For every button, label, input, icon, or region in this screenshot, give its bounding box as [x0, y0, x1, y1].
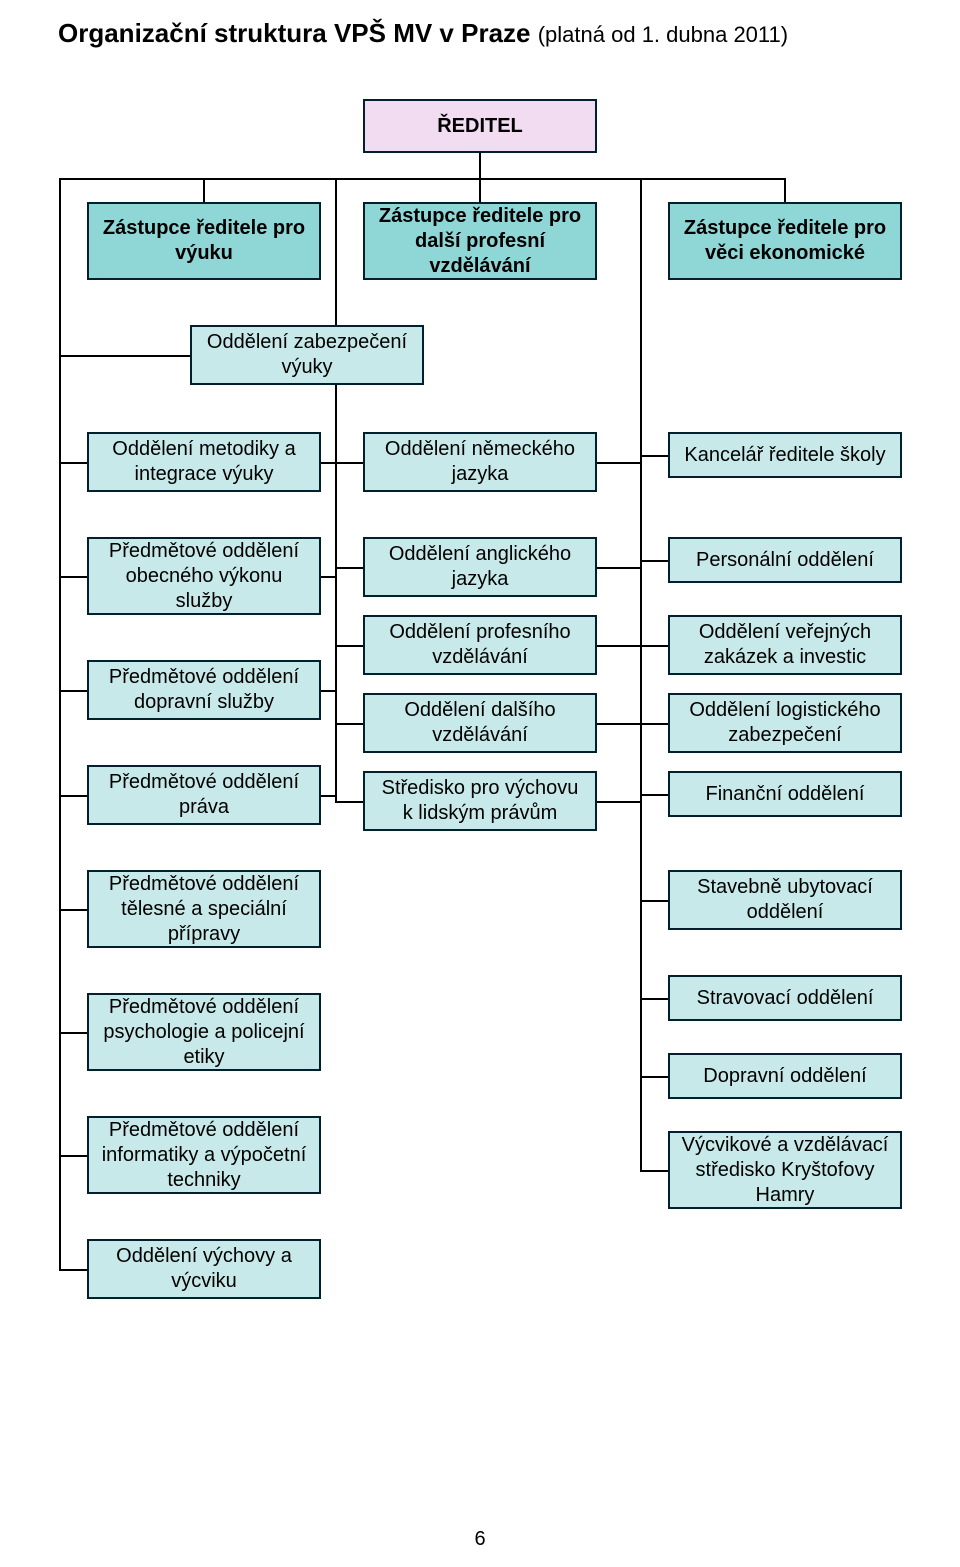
connector [203, 178, 205, 203]
director-box-label: ŘEDITEL [375, 114, 585, 139]
right-r1-box: Kancelář ředitele školy [668, 432, 902, 478]
teaching-security-box: Oddělení zabezpečení výuky [190, 325, 424, 385]
right-r6-box-label: Stavebně ubytovací oddělení [680, 875, 890, 925]
connector [640, 1170, 668, 1172]
right-r8-box: Dopravní oddělení [668, 1053, 902, 1099]
left-l6-box-label: Předmětové oddělení psychologie a police… [99, 995, 309, 1070]
deputy-teaching-box-label: Zástupce ředitele pro výuku [99, 216, 309, 266]
page-title: Organizační struktura VPŠ MV v Praze (pl… [58, 18, 788, 49]
deputy-econ-box-label: Zástupce ředitele pro věci ekonomické [680, 216, 890, 266]
mid-m2-box-label: Oddělení anglického jazyka [375, 542, 585, 592]
connector [784, 178, 786, 203]
connector [59, 462, 87, 464]
connector [59, 178, 785, 180]
left-l2-box-label: Předmětové oddělení obecného výkonu služ… [99, 539, 309, 614]
connector [335, 462, 363, 464]
left-l5-box-label: Předmětové oddělení tělesné a speciální … [99, 872, 309, 947]
right-r3-box-label: Oddělení veřejných zakázek a investic [680, 620, 890, 670]
deputy-econ-box: Zástupce ředitele pro věci ekonomické [668, 202, 902, 280]
right-r4-box-label: Oddělení logistického zabezpečení [680, 698, 890, 748]
connector [479, 153, 481, 178]
deputy-teaching-box: Zástupce ředitele pro výuku [87, 202, 321, 280]
connector [640, 455, 668, 457]
connector [640, 900, 668, 902]
connector [59, 1269, 87, 1271]
mid-m1-box: Oddělení německého jazyka [363, 432, 597, 492]
deputy-profed-box-label: Zástupce ředitele pro další profesní vzd… [375, 204, 585, 279]
director-box: ŘEDITEL [363, 99, 597, 153]
left-l3-box-label: Předmětové oddělení dopravní služby [99, 665, 309, 715]
left-l8-box: Oddělení výchovy a výcviku [87, 1239, 321, 1299]
connector [321, 795, 335, 797]
right-r1-box-label: Kancelář ředitele školy [680, 443, 890, 468]
teaching-security-box-label: Oddělení zabezpečení výuky [202, 330, 412, 380]
left-l3-box: Předmětové oddělení dopravní služby [87, 660, 321, 720]
right-r8-box-label: Dopravní oddělení [680, 1064, 890, 1089]
mid-m5-box: Středisko pro výchovu k lidským právům [363, 771, 597, 831]
connector [335, 178, 337, 802]
right-r5-box: Finanční oddělení [668, 771, 902, 817]
left-l1-box: Oddělení metodiky a integrace výuky [87, 432, 321, 492]
connector [335, 567, 363, 569]
connector [59, 178, 61, 1270]
left-l5-box: Předmětové oddělení tělesné a speciální … [87, 870, 321, 948]
right-r7-box-label: Stravovací oddělení [680, 986, 890, 1011]
right-r9-box-label: Výcvikové a vzdělávací středisko Kryštof… [680, 1133, 890, 1208]
connector [59, 355, 190, 357]
connector [59, 1032, 87, 1034]
connector [321, 690, 335, 692]
connector [597, 801, 640, 803]
connector [335, 645, 363, 647]
connector [321, 576, 335, 578]
left-l7-box: Předmětové oddělení informatiky a výpoče… [87, 1116, 321, 1194]
connector [335, 801, 363, 803]
right-r3-box: Oddělení veřejných zakázek a investic [668, 615, 902, 675]
left-l8-box-label: Oddělení výchovy a výcviku [99, 1244, 309, 1294]
right-r4-box: Oddělení logistického zabezpečení [668, 693, 902, 753]
right-r7-box: Stravovací oddělení [668, 975, 902, 1021]
connector [640, 560, 668, 562]
left-l4-box: Předmětové oddělení práva [87, 765, 321, 825]
left-l1-box-label: Oddělení metodiky a integrace výuky [99, 437, 309, 487]
right-r2-box: Personální oddělení [668, 537, 902, 583]
connector [640, 794, 668, 796]
connector [597, 567, 640, 569]
connector [59, 576, 87, 578]
connector [597, 462, 640, 464]
right-r9-box: Výcvikové a vzdělávací středisko Kryštof… [668, 1131, 902, 1209]
connector [59, 690, 87, 692]
right-r5-box-label: Finanční oddělení [680, 782, 890, 807]
left-l2-box: Předmětové oddělení obecného výkonu služ… [87, 537, 321, 615]
mid-m5-box-label: Středisko pro výchovu k lidským právům [375, 776, 585, 826]
connector [640, 723, 668, 725]
connector [479, 178, 481, 203]
left-l4-box-label: Předmětové oddělení práva [99, 770, 309, 820]
left-l7-box-label: Předmětové oddělení informatiky a výpoče… [99, 1118, 309, 1193]
page-number: 6 [0, 1528, 960, 1551]
connector [321, 462, 335, 464]
connector [597, 645, 640, 647]
connector [335, 723, 363, 725]
connector [640, 178, 642, 1171]
deputy-profed-box: Zástupce ředitele pro další profesní vzd… [363, 202, 597, 280]
mid-m4-box-label: Oddělení dalšího vzdělávání [375, 698, 585, 748]
connector [640, 645, 668, 647]
mid-m3-box-label: Oddělení profesního vzdělávání [375, 620, 585, 670]
right-r6-box: Stavebně ubytovací oddělení [668, 870, 902, 930]
right-r2-box-label: Personální oddělení [680, 548, 890, 573]
mid-m4-box: Oddělení dalšího vzdělávání [363, 693, 597, 753]
connector [640, 1076, 668, 1078]
mid-m1-box-label: Oddělení německého jazyka [375, 437, 585, 487]
connector [640, 998, 668, 1000]
page-title-sub: (platná od 1. dubna 2011) [538, 22, 788, 47]
connector [59, 1155, 87, 1157]
connector [59, 909, 87, 911]
left-l6-box: Předmětové oddělení psychologie a police… [87, 993, 321, 1071]
page-title-bold: Organizační struktura VPŠ MV v Praze [58, 18, 531, 48]
mid-m3-box: Oddělení profesního vzdělávání [363, 615, 597, 675]
mid-m2-box: Oddělení anglického jazyka [363, 537, 597, 597]
connector [597, 723, 640, 725]
connector [59, 795, 87, 797]
